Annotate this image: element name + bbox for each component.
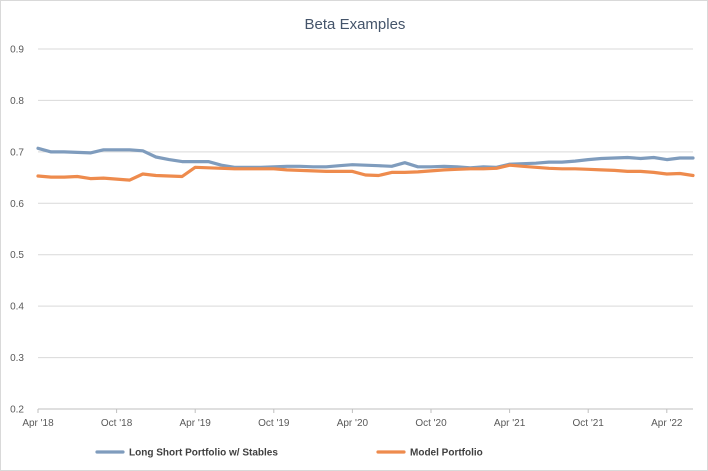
- y-tick-label: 0.4: [10, 302, 24, 313]
- legend-label: Model Portfolio: [410, 448, 483, 459]
- x-axis: Apr '18 Oct '18 Apr '19 Oct '19 Apr '20 Oct '…: [22, 409, 683, 429]
- y-tick-label: 0.9: [10, 45, 24, 56]
- x-tick-label: Apr '20: [337, 418, 369, 429]
- x-tick-label: Apr '22: [651, 418, 683, 429]
- series-line-long-short: [36, 146, 695, 170]
- grid-layer: [38, 48, 693, 410]
- y-axis: 0.2 0.3 0.4 0.5 0.6 0.7 0.8 0.9: [10, 45, 24, 416]
- legend: Long Short Portfolio w/ Stables Model Por…: [95, 448, 483, 459]
- y-tick-label: 0.7: [10, 147, 24, 158]
- y-tick-label: 0.6: [10, 199, 24, 210]
- y-tick-label: 0.5: [10, 250, 24, 261]
- x-tick-label: Apr '19: [180, 418, 212, 429]
- x-tick-label: Oct '20: [415, 418, 447, 429]
- y-tick-label: 0.8: [10, 96, 24, 107]
- series-line-model: [36, 163, 695, 182]
- x-tick-label: Oct '21: [573, 418, 605, 429]
- x-tick-label: Apr '21: [494, 418, 526, 429]
- series-layer: [36, 146, 695, 182]
- chart-title: Beta Examples: [305, 16, 406, 33]
- legend-label: Long Short Portfolio w/ Stables: [129, 448, 278, 459]
- x-tick-label: Oct '18: [101, 418, 133, 429]
- y-tick-label: 0.2: [10, 405, 24, 416]
- x-tick-label: Oct '19: [258, 418, 290, 429]
- x-tick-label: Apr '18: [22, 418, 54, 429]
- y-tick-label: 0.3: [10, 353, 24, 364]
